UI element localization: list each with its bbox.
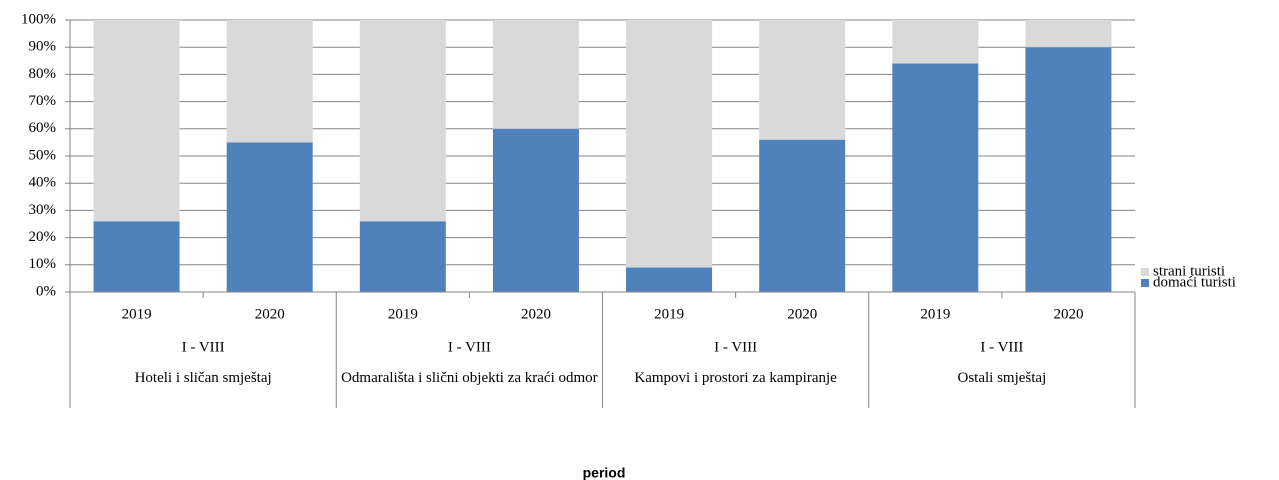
legend-label: domaći turisti [1153,274,1236,290]
legend-swatch [1141,279,1149,287]
y-tick-label: 60% [29,120,57,136]
bar-segment [1025,20,1112,48]
bar-segment [759,139,846,292]
bar-segment [226,142,313,292]
bar-segment [892,63,979,292]
group-period-label: I - VIII [448,339,491,355]
bar-segment [492,128,579,292]
y-tick-label: 30% [29,202,57,218]
x-tick-label: 2019 [388,306,418,322]
bar-segment [359,20,446,222]
y-tick-label: 10% [29,256,57,272]
x-tick-label: 2019 [122,306,152,322]
bar-segment [892,20,979,64]
group-period-label: I - VIII [714,339,757,355]
legend-swatch [1141,268,1149,276]
x-tick-label: 2020 [255,306,285,322]
group-label: Hoteli i sličan smještaj [134,370,272,386]
bar-segment [93,221,180,292]
x-axis-title: period [583,465,626,480]
x-tick-label: 2020 [787,306,817,322]
y-tick-label: 100% [21,11,56,27]
y-tick-label: 0% [36,283,56,299]
y-tick-label: 50% [29,147,57,163]
y-tick-label: 20% [29,229,57,245]
bar-segment [492,20,579,129]
legend-label: strani turisti [1153,263,1225,279]
bar-segment [759,20,846,140]
x-tick-label: 2019 [920,306,950,322]
group-label: Kampovi i prostori za kampiranje [634,370,837,386]
group-period-label: I - VIII [980,339,1023,355]
group-label: Ostali smještaj [957,370,1047,386]
bar-segment [1025,47,1112,293]
bar-segment [93,20,180,222]
group-label: Odmarališta i slični objekti za kraći od… [341,370,598,386]
bar-segment [226,20,313,143]
x-tick-label: 2020 [521,306,551,322]
bar-segment [626,20,713,268]
x-tick-label: 2020 [1053,306,1083,322]
bar-segment [359,221,446,292]
y-tick-label: 90% [29,39,57,55]
x-tick-label: 2019 [654,306,684,322]
bar-segment [626,267,713,292]
group-period-label: I - VIII [182,339,225,355]
y-tick-label: 70% [29,93,57,109]
y-tick-label: 80% [29,66,57,82]
y-tick-label: 40% [29,175,57,191]
